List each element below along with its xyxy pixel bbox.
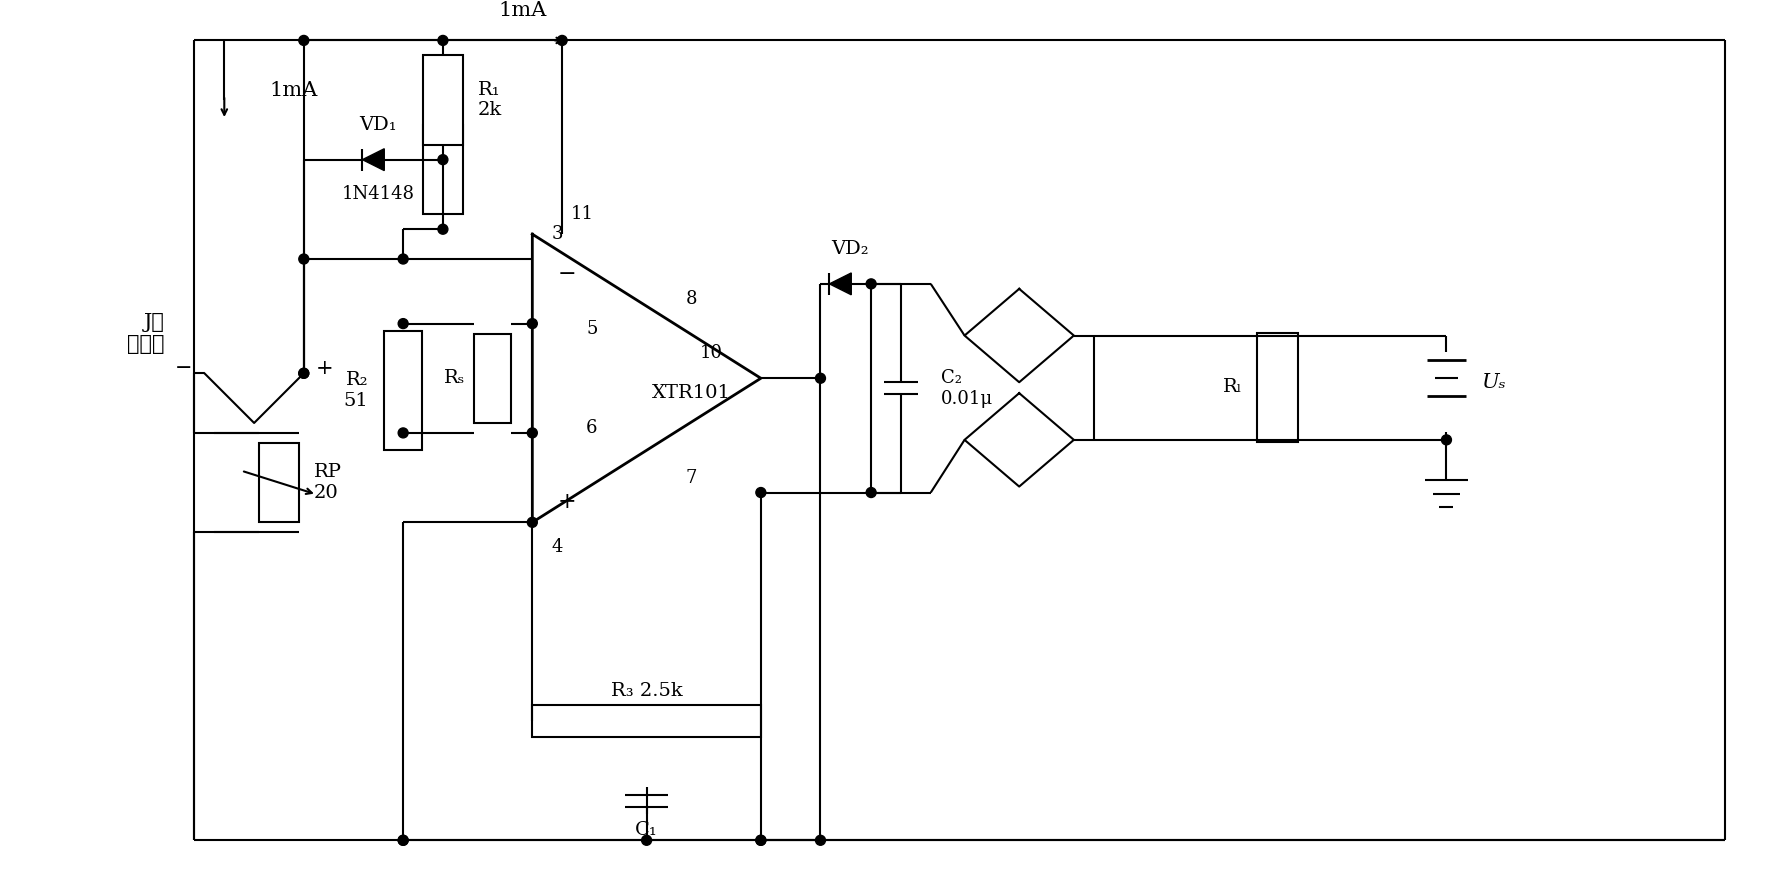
Bar — [259, 442, 299, 522]
Circle shape — [399, 254, 408, 264]
Text: XTR101: XTR101 — [651, 384, 730, 402]
Circle shape — [299, 368, 309, 378]
Circle shape — [438, 155, 447, 165]
Bar — [422, 56, 463, 145]
Text: 5: 5 — [587, 319, 598, 337]
Text: 7: 7 — [685, 469, 698, 487]
Text: 6: 6 — [587, 419, 598, 437]
Text: 8: 8 — [685, 289, 698, 308]
Text: 10: 10 — [699, 344, 723, 363]
Text: R₁
2k: R₁ 2k — [478, 81, 503, 119]
Circle shape — [1442, 435, 1451, 445]
Circle shape — [757, 835, 766, 845]
Text: 3: 3 — [551, 225, 564, 243]
Circle shape — [528, 518, 537, 527]
Text: VD₂: VD₂ — [832, 240, 869, 258]
Circle shape — [528, 319, 537, 328]
Text: −: − — [558, 263, 576, 285]
Text: RP
20: RP 20 — [313, 463, 342, 502]
Text: 1mA: 1mA — [268, 81, 317, 100]
Bar — [385, 331, 422, 450]
Text: R₃ 2.5k: R₃ 2.5k — [610, 682, 682, 700]
Circle shape — [816, 835, 825, 845]
Circle shape — [757, 835, 766, 845]
Circle shape — [528, 428, 537, 438]
Text: 4: 4 — [551, 538, 564, 556]
Text: Rₗ: Rₗ — [1224, 378, 1243, 396]
Circle shape — [299, 35, 309, 45]
Bar — [422, 125, 463, 214]
Circle shape — [556, 35, 567, 45]
Circle shape — [399, 835, 408, 845]
Polygon shape — [830, 273, 852, 295]
Text: C₂
0.01μ: C₂ 0.01μ — [941, 369, 993, 408]
Circle shape — [399, 319, 408, 328]
Text: Rₛ: Rₛ — [444, 369, 465, 388]
Circle shape — [757, 488, 766, 497]
Circle shape — [399, 428, 408, 438]
Bar — [474, 334, 512, 423]
Text: −: − — [175, 358, 193, 378]
Text: Uₛ: Uₛ — [1481, 373, 1506, 392]
Circle shape — [399, 835, 408, 845]
Circle shape — [642, 835, 651, 845]
Text: R₂
51: R₂ 51 — [343, 371, 369, 410]
Circle shape — [299, 368, 309, 378]
Circle shape — [299, 254, 309, 264]
Circle shape — [866, 279, 877, 289]
Text: 11: 11 — [571, 205, 594, 223]
Text: +: + — [315, 358, 333, 378]
Text: J型
热电耦: J型 热电耦 — [127, 313, 165, 354]
Text: +: + — [558, 491, 576, 513]
Bar — [1256, 333, 1299, 442]
Circle shape — [816, 373, 825, 383]
Text: 1N4148: 1N4148 — [342, 186, 415, 204]
Polygon shape — [363, 149, 385, 171]
Text: 1mA: 1mA — [497, 1, 547, 20]
Text: VD₁: VD₁ — [360, 116, 397, 134]
Circle shape — [438, 224, 447, 235]
Circle shape — [438, 35, 447, 45]
Bar — [533, 705, 760, 737]
Text: C₁: C₁ — [635, 821, 658, 839]
Circle shape — [866, 488, 877, 497]
